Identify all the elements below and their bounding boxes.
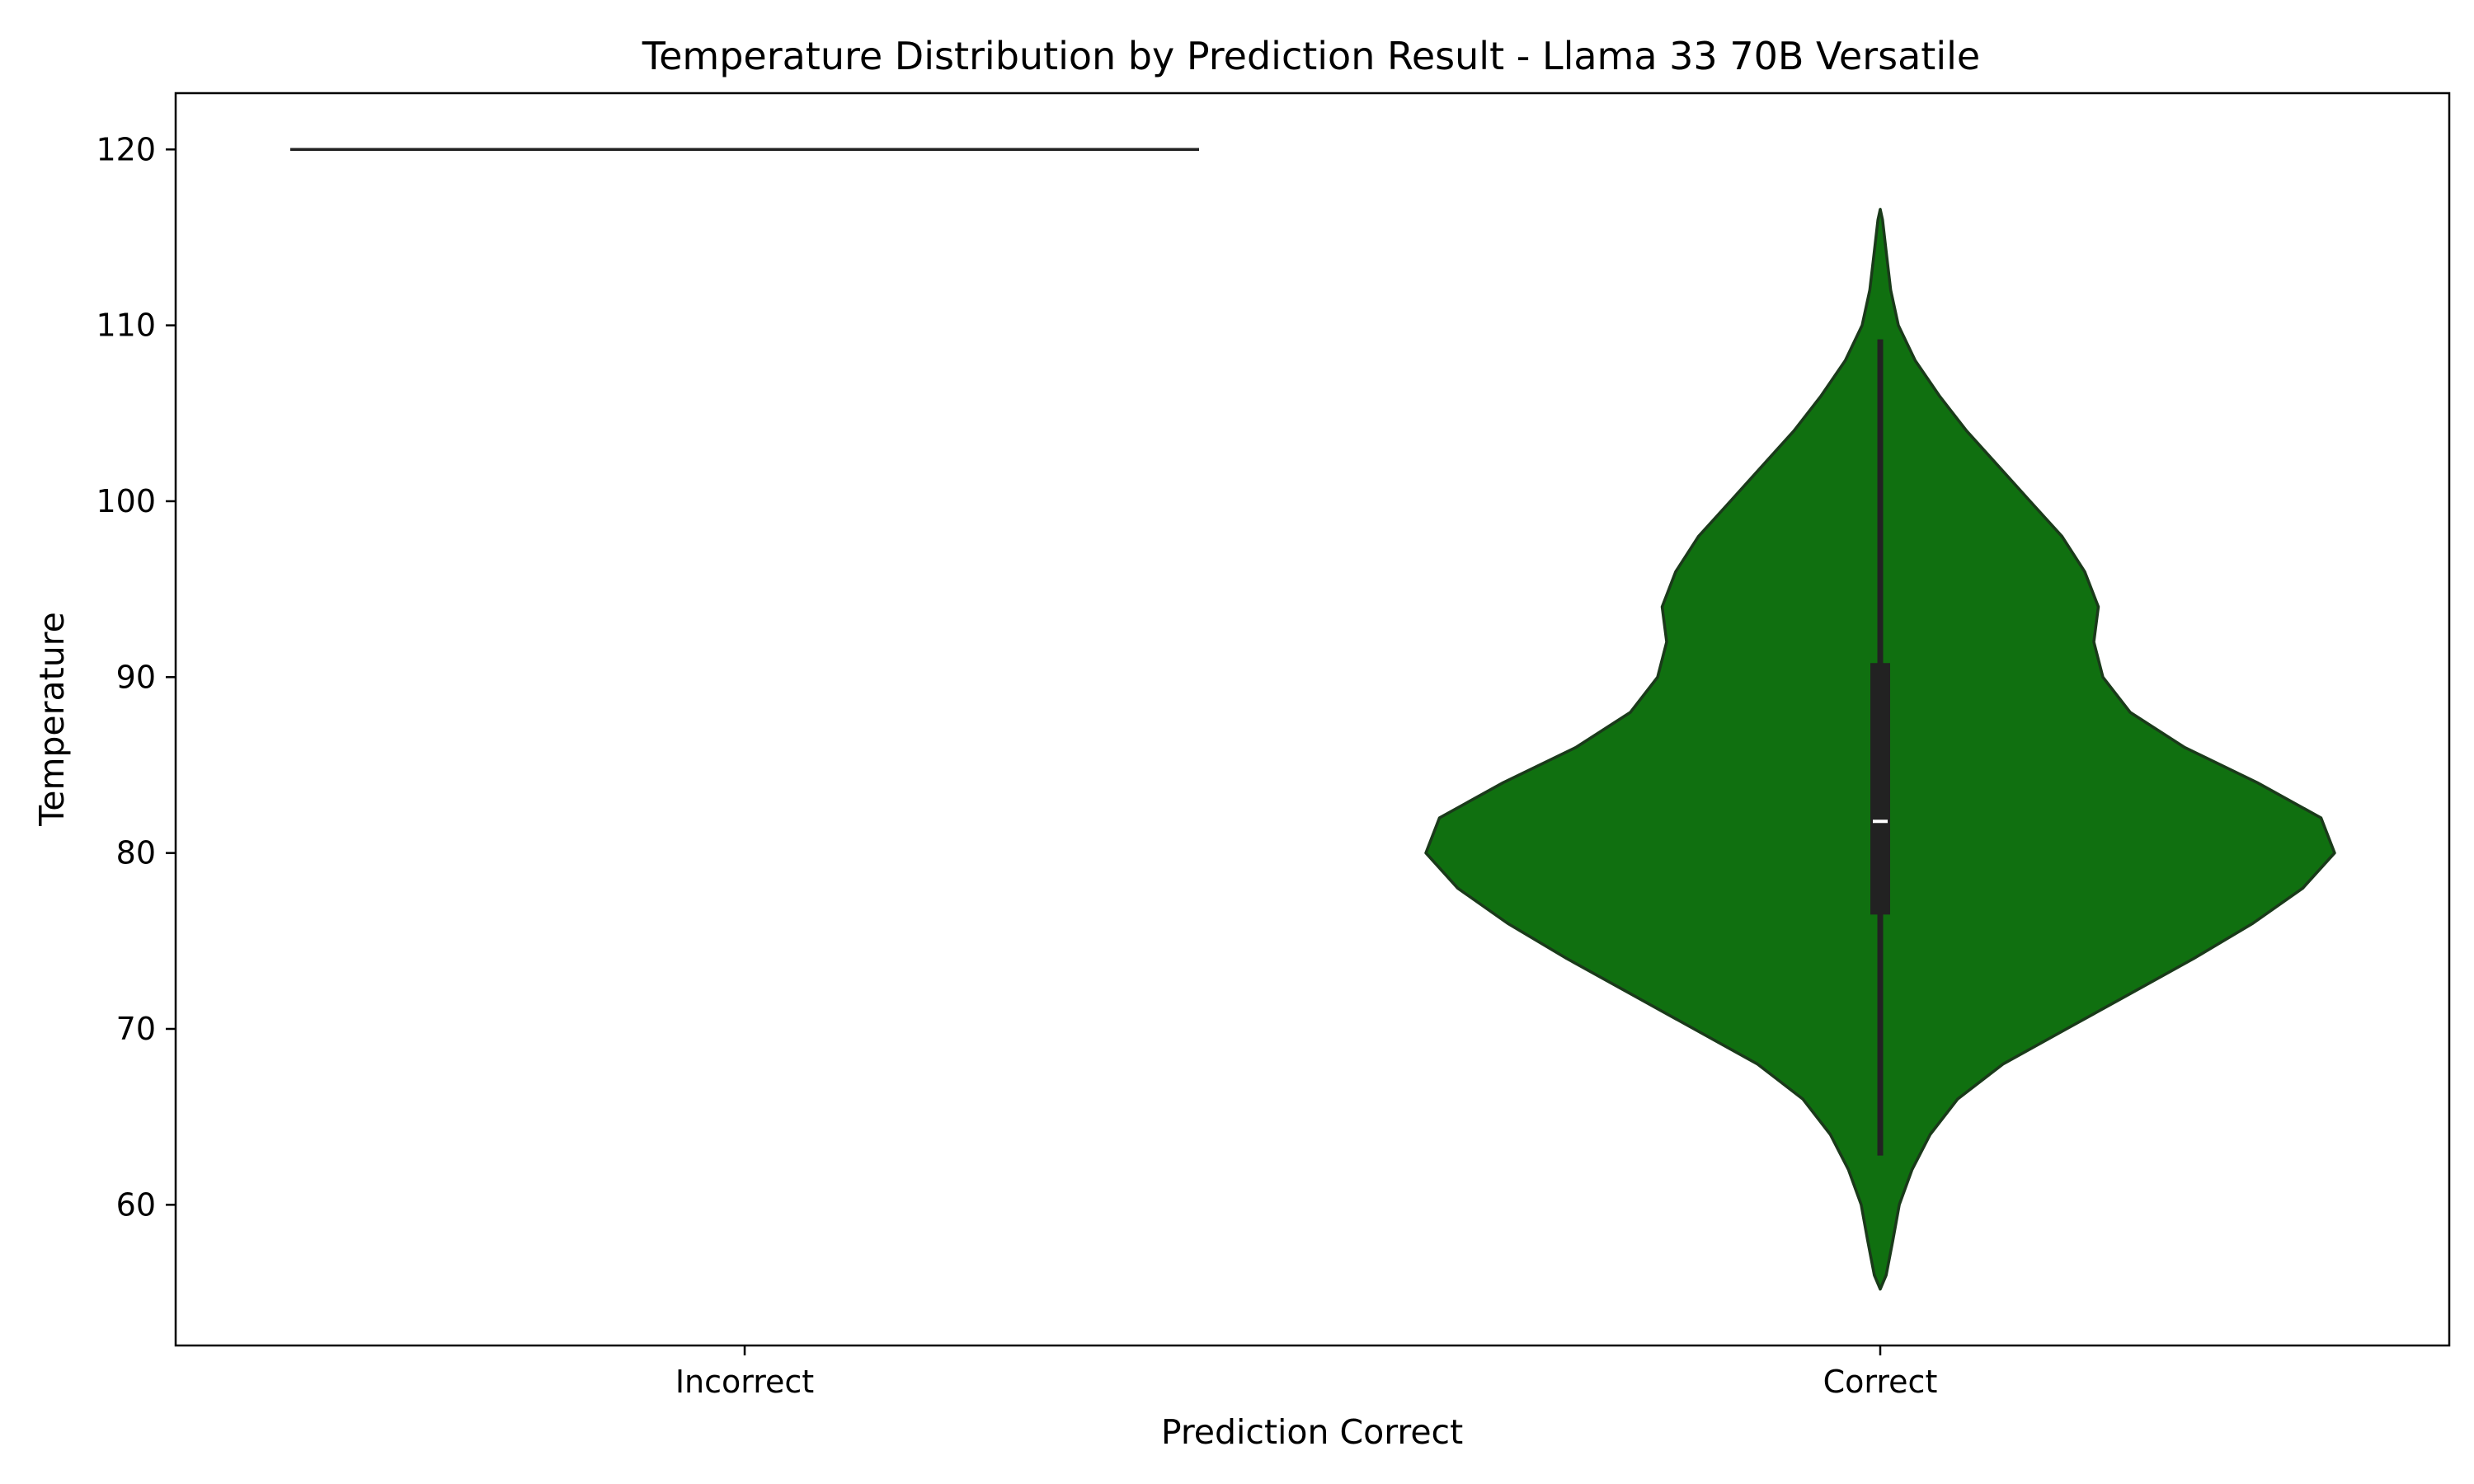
x-tick-label: Correct [1823,1364,1938,1400]
y-tick-label: 120 [96,131,156,167]
y-tick-label: 110 [96,308,156,344]
y-tick-label: 80 [116,835,156,871]
y-axis-title: Temperature [32,612,72,827]
x-axis-title: Prediction Correct [1161,1412,1463,1452]
plot-area [290,148,2336,1291]
chart-title: Temperature Distribution by Prediction R… [642,34,1980,78]
plot-frame [174,92,2451,1347]
violin-correct [1424,208,2336,1291]
y-axis: 60 70 80 90 100 110 120 [96,131,176,1223]
y-tick-label: 60 [116,1186,156,1223]
y-tick-label: 70 [116,1011,156,1047]
y-tick-label: 90 [116,659,156,695]
y-tick-label: 100 [96,483,156,519]
iqr-box [1870,663,1890,915]
x-axis: Incorrect Correct [675,1345,1938,1400]
x-tick-label: Incorrect [675,1364,814,1400]
